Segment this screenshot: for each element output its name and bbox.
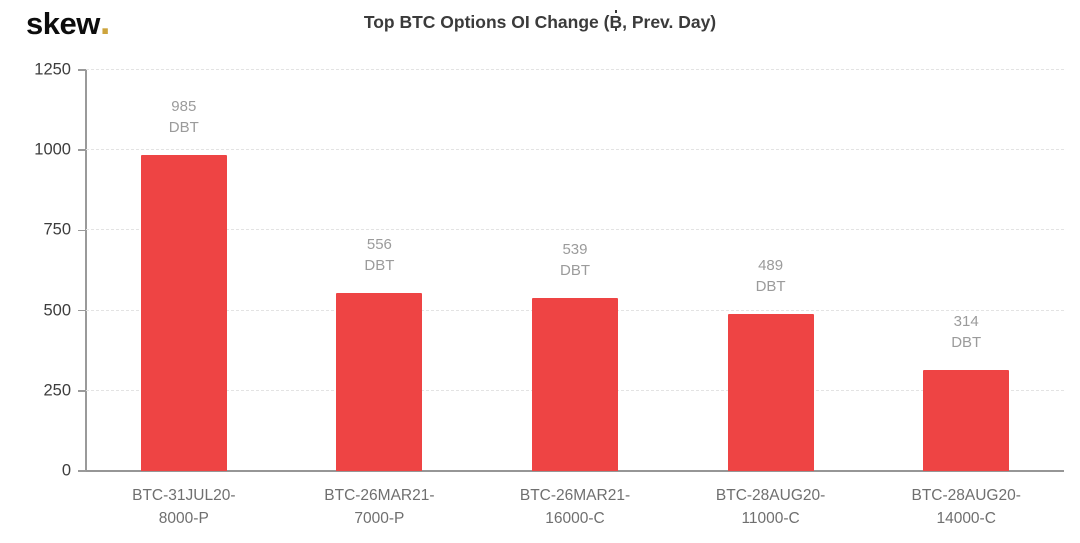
- y-axis-tick: [78, 309, 86, 312]
- bar-unit: DBT: [951, 334, 982, 352]
- bar-column: 314 DBT BTC-28AUG20- 14000-C: [868, 70, 1064, 527]
- x-category-line1: BTC-26MAR21-: [519, 487, 631, 504]
- gridline: [86, 149, 1064, 151]
- bar-value-label: 985 DBT: [169, 96, 199, 138]
- y-axis-tick: [78, 69, 86, 71]
- bar: [531, 298, 618, 471]
- x-category-line1: BTC-26MAR21-: [324, 487, 435, 504]
- bar-value-label: 314 DBT: [951, 311, 981, 353]
- bar-unit: DBT: [364, 256, 395, 274]
- x-axis-line: [85, 470, 1064, 472]
- y-tick-label: 1250: [34, 60, 71, 79]
- x-category-label: BTC-28AUG20- 14000-C: [868, 484, 1064, 530]
- x-category-line2: 14000-C: [936, 510, 996, 527]
- y-tick-label: 0: [61, 461, 71, 480]
- bar-unit: DBT: [168, 119, 199, 137]
- plot-area: 0 250 500 750 1000 1250 985 DBT BTC-31JUL20- 8000…: [34, 61, 1064, 527]
- x-category-label: BTC-28AUG20- 11000-C: [673, 484, 869, 530]
- bar-value-label: 556 DBT: [364, 234, 394, 276]
- bar-value: 985: [171, 98, 197, 116]
- bar-unit: DBT: [755, 278, 786, 296]
- bar-value: 489: [758, 257, 784, 275]
- y-axis-tick: [78, 390, 86, 392]
- bar-column: 985 DBT BTC-31JUL20- 8000-P: [86, 70, 282, 527]
- x-category-label: BTC-26MAR21- 7000-P: [282, 484, 478, 530]
- bar: [727, 314, 814, 471]
- bar-value: 314: [953, 313, 979, 331]
- bar-column: 489 DBT BTC-28AUG20- 11000-C: [673, 70, 869, 527]
- logo-text: skew: [26, 6, 100, 41]
- y-tick-label: 250: [43, 381, 71, 400]
- x-category-line1: BTC-31JUL20-: [132, 487, 236, 504]
- y-axis-tick: [78, 229, 86, 232]
- y-axis-line: [85, 70, 87, 472]
- y-axis-tick: [78, 149, 86, 151]
- bar: [140, 155, 227, 471]
- gridline: [86, 229, 1064, 231]
- bar: [923, 370, 1010, 471]
- bar-value-label: 489 DBT: [756, 255, 786, 297]
- skew-logo: skew.: [26, 3, 110, 42]
- y-tick-label: 500: [43, 301, 71, 320]
- bar-value: 539: [562, 241, 588, 259]
- x-category-label: BTC-31JUL20- 8000-P: [86, 484, 282, 530]
- y-tick-label: 750: [43, 220, 71, 239]
- bar-unit: DBT: [559, 262, 590, 280]
- logo-dot: .: [99, 1, 111, 43]
- x-category-line2: 16000-C: [545, 510, 605, 527]
- x-category-line1: BTC-28AUG20-: [715, 487, 826, 504]
- x-category-line2: 8000-P: [158, 510, 209, 527]
- x-category-line1: BTC-28AUG20-: [911, 487, 1021, 504]
- x-category-label: BTC-26MAR21- 16000-C: [477, 484, 673, 530]
- gridline: [86, 69, 1064, 70]
- bar-value-label: 539 DBT: [560, 239, 590, 281]
- x-category-line2: 11000-C: [741, 510, 800, 527]
- y-tick-label: 1000: [34, 140, 71, 159]
- chart-title: Top BTC Options OI Change (B, Prev. Day): [363, 10, 717, 32]
- x-category-line2: 7000-P: [354, 510, 405, 527]
- y-axis-tick: [78, 470, 86, 472]
- bar-column: 556 DBT BTC-26MAR21- 7000-P: [282, 70, 478, 527]
- bitcoin-symbol: B: [609, 10, 623, 32]
- bar-column: 539 DBT BTC-26MAR21- 16000-C: [477, 70, 673, 527]
- bar: [336, 292, 423, 471]
- bar-value: 556: [366, 235, 392, 253]
